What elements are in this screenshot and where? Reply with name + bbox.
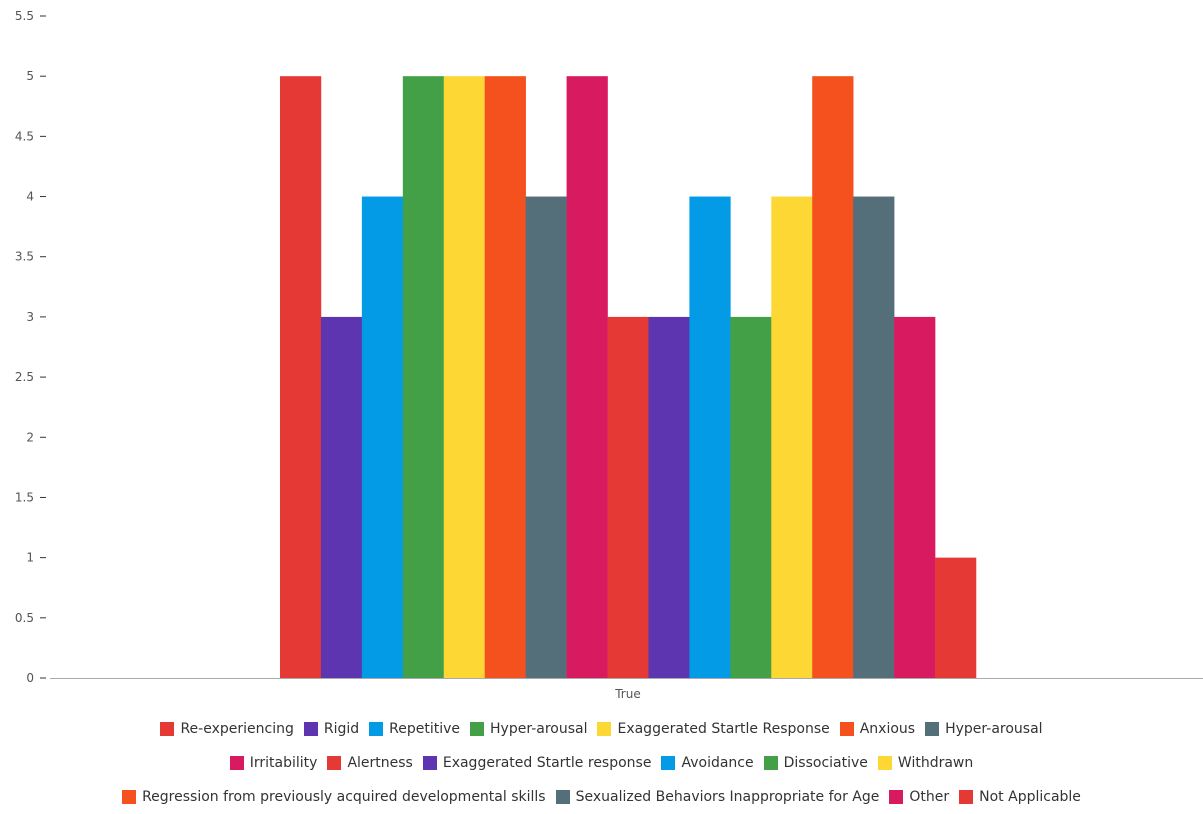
y-tick-label: 5 — [26, 69, 34, 83]
y-tick-label: 0 — [26, 671, 34, 685]
legend-label: Anxious — [859, 721, 916, 737]
y-tick-label: 3.5 — [15, 250, 34, 264]
legend-item[interactable]: Repetitive — [369, 721, 460, 737]
legend-swatch — [889, 790, 904, 804]
bar — [812, 76, 854, 678]
legend-item[interactable]: Sexualized Behaviors Inappropriate for A… — [555, 789, 880, 805]
legend-swatch — [763, 756, 778, 770]
legend-item[interactable]: Irritability — [229, 755, 318, 771]
legend-swatch — [303, 722, 318, 736]
legend-label: Hyper-arousal — [945, 721, 1043, 737]
bar — [525, 196, 567, 678]
y-tick-label: 2.5 — [15, 370, 34, 384]
bar — [894, 316, 936, 678]
legend-row: Irritability Alertness Exaggerated Startle… — [0, 746, 1203, 780]
legend-item[interactable]: Hyper-arousal — [470, 721, 587, 737]
bar — [443, 76, 485, 678]
legend-swatch — [661, 756, 676, 770]
legend-item[interactable]: Withdrawn — [877, 755, 974, 771]
legend-swatch — [597, 722, 612, 736]
legend-item[interactable]: Hyper-arousal — [925, 721, 1043, 737]
legend-swatch — [925, 722, 940, 736]
legend-label: Alertness — [347, 755, 413, 771]
legend-swatch — [470, 722, 485, 736]
legend-swatch — [422, 756, 437, 770]
legend-item[interactable]: Not Applicable — [959, 789, 1081, 805]
legend-label: Avoidance — [681, 755, 754, 771]
bar — [361, 196, 404, 678]
legend-label: Exaggerated Startle response — [442, 755, 652, 771]
y-tick-label: 1 — [26, 551, 34, 565]
legend-label: Withdrawn — [897, 755, 974, 771]
legend-item[interactable]: Anxious — [839, 721, 916, 737]
bar — [730, 316, 772, 678]
bar — [935, 557, 977, 678]
bar-chart: 0 0.5 1 1.5 2 2.5 3 3.5 4 4.5 5 5.5 True — [15, 9, 1203, 700]
legend-label: Irritability — [249, 755, 318, 771]
legend-item[interactable]: Rigid — [303, 721, 360, 737]
legend-item[interactable]: Exaggerated Startle Response — [597, 721, 830, 737]
y-tick-label: 5.5 — [15, 9, 34, 23]
legend-swatch — [122, 790, 137, 804]
legend-label: Dissociative — [783, 755, 868, 771]
legend-label: Other — [909, 789, 950, 805]
legend-label: Exaggerated Startle Response — [617, 721, 830, 737]
y-tick-label: 4 — [26, 190, 34, 204]
legend-swatch — [959, 790, 974, 804]
legend-swatch — [229, 756, 244, 770]
bar — [402, 76, 445, 678]
legend-swatch — [877, 756, 892, 770]
legend-item[interactable]: Other — [889, 789, 949, 805]
legend-item[interactable]: Alertness — [327, 755, 413, 771]
y-tick-label: 1.5 — [15, 490, 34, 504]
legend-label: Not Applicable — [979, 789, 1081, 805]
chart-legend: Re-experiencing Rigid Repetitive Hyper-arou… — [0, 712, 1203, 814]
legend-swatch — [369, 722, 384, 736]
y-tick-label: 4.5 — [15, 129, 34, 143]
legend-swatch — [327, 756, 342, 770]
y-tick-label: 0.5 — [15, 611, 34, 625]
legend-item[interactable]: Avoidance — [661, 755, 754, 771]
bar — [853, 196, 895, 678]
legend-label: Repetitive — [389, 721, 461, 737]
legend-label: Regression from previously acquired deve… — [142, 789, 546, 805]
legend-item[interactable]: Dissociative — [763, 755, 868, 771]
bar — [689, 196, 731, 678]
bar — [566, 76, 608, 678]
legend-swatch — [555, 790, 570, 804]
legend-swatch — [160, 722, 175, 736]
legend-label: Rigid — [323, 721, 360, 737]
bar — [771, 196, 813, 678]
x-tick-label: True — [614, 687, 641, 700]
legend-row: Regression from previously acquired deve… — [0, 780, 1203, 814]
bar — [280, 76, 322, 678]
y-tick-label: 2 — [26, 430, 34, 444]
bar — [320, 316, 363, 678]
legend-item[interactable]: Exaggerated Startle response — [422, 755, 652, 771]
bar — [607, 316, 649, 678]
bar — [648, 316, 690, 678]
y-tick-label: 3 — [26, 310, 34, 324]
legend-label: Sexualized Behaviors Inappropriate for A… — [575, 789, 880, 805]
legend-item[interactable]: Re-experiencing — [160, 721, 294, 737]
legend-item[interactable]: Regression from previously acquired deve… — [122, 789, 546, 805]
legend-row: Re-experiencing Rigid Repetitive Hyper-arou… — [0, 712, 1203, 746]
legend-swatch — [839, 722, 854, 736]
legend-label: Hyper-arousal — [490, 721, 588, 737]
legend-label: Re-experiencing — [180, 721, 294, 737]
bar — [484, 76, 526, 678]
